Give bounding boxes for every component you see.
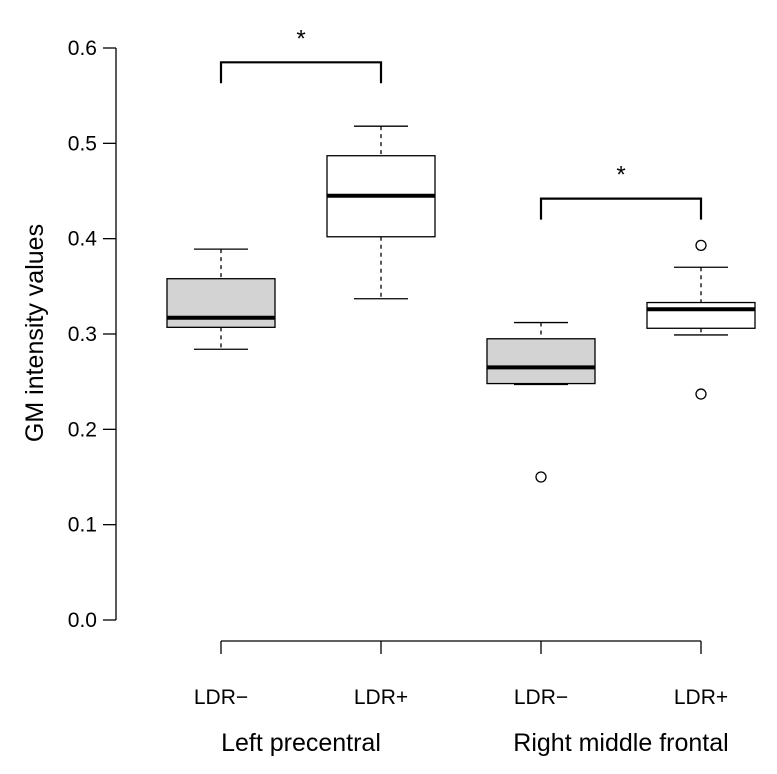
y-tick-label: 0.4 [68,228,98,251]
group-label: Left precentral [221,729,381,757]
box-body [166,278,276,328]
outlier-point [695,239,707,251]
bracket-line [219,61,383,84]
outlier-point [695,388,707,400]
x-tick-label: LDR+ [674,686,728,709]
x-tick-label: LDR+ [354,686,408,709]
y-axis: 0.0 0.1 0.2 0.3 0.4 0.5 0.6 [68,37,117,632]
y-tick-label: 0.2 [68,418,97,441]
bracket-line [539,197,703,220]
y-axis-title: GM intensity values [21,224,49,442]
box-2 [326,125,436,300]
y-tick-label: 0.3 [68,323,97,346]
y-tick-label: 0.5 [68,132,97,155]
y-tick-label: 0.6 [68,37,97,60]
significance-label: * [616,162,625,189]
box-4 [646,239,756,400]
x-tick-label: LDR− [194,686,248,709]
group-label: Right middle frontal [513,729,728,757]
box-3 [486,321,596,483]
outlier-point [535,471,547,483]
significance-bracket: * [219,25,383,84]
significance-markers: ** [219,25,703,220]
y-tick-label: 0.0 [68,609,97,632]
significance-label: * [296,25,305,52]
x-tick-label: LDR− [514,686,568,709]
y-tick-label: 0.1 [68,514,97,537]
x-axis: LDR− LDR+ LDR− LDR+ Left precentral Right mid… [194,640,729,757]
box-1 [166,248,276,350]
significance-bracket: * [539,162,703,220]
box-body [646,301,756,329]
boxes [166,125,756,483]
box-body [486,338,596,385]
